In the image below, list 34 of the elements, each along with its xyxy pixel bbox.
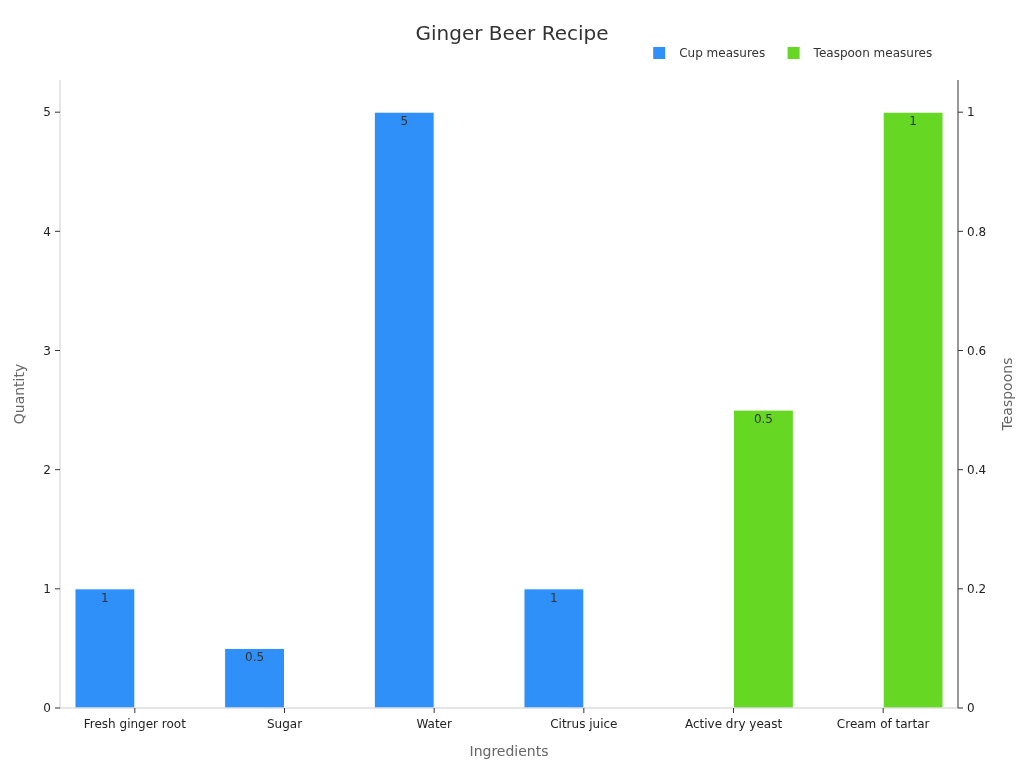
x-tick-label: Citrus juice <box>550 717 618 731</box>
x-tick-label: Sugar <box>266 717 303 731</box>
y-tick-label: 2 <box>43 462 51 477</box>
y-tick-label: 5 <box>43 105 51 120</box>
data-label: 0.5 <box>753 412 773 427</box>
x-tick-label: Water <box>416 717 452 731</box>
y-axis-title: Quantity <box>11 363 27 425</box>
x-tick-label: Active dry yeast <box>684 717 783 731</box>
legend-label: Cup measures <box>679 46 766 61</box>
chart-title: Ginger Beer Recipe <box>415 21 609 45</box>
data-label: 1 <box>101 590 109 605</box>
y2-tick-label: 0.8 <box>967 224 987 239</box>
y-tick-label: 1 <box>43 582 51 597</box>
y2-tick-label: 0 <box>967 701 975 716</box>
y2-tick-label: 0.4 <box>967 462 987 477</box>
bar <box>74 588 136 709</box>
x-tick-label: Cream of tartar <box>836 717 930 731</box>
bar <box>224 647 285 709</box>
bar <box>523 588 585 709</box>
data-label: 5 <box>400 114 409 129</box>
legend-label: Teaspoon measures <box>812 46 933 61</box>
y-tick-label: 3 <box>43 343 51 358</box>
y-tick-label: 4 <box>43 224 51 239</box>
data-label: 0.5 <box>245 650 265 665</box>
data-label: 1 <box>550 590 558 605</box>
x-axis-title: Ingredients <box>469 743 549 759</box>
y2-axis-title: Teaspoons <box>999 357 1015 432</box>
y2-tick-label: 0.2 <box>967 582 987 597</box>
y2-tick-label: 0.6 <box>967 343 987 358</box>
data-label: 1 <box>909 114 917 129</box>
x-tick-label: Fresh ginger root <box>83 717 187 731</box>
y-tick-label: 0 <box>43 701 51 716</box>
y2-tick-label: 1 <box>967 105 975 120</box>
bar <box>373 111 435 709</box>
